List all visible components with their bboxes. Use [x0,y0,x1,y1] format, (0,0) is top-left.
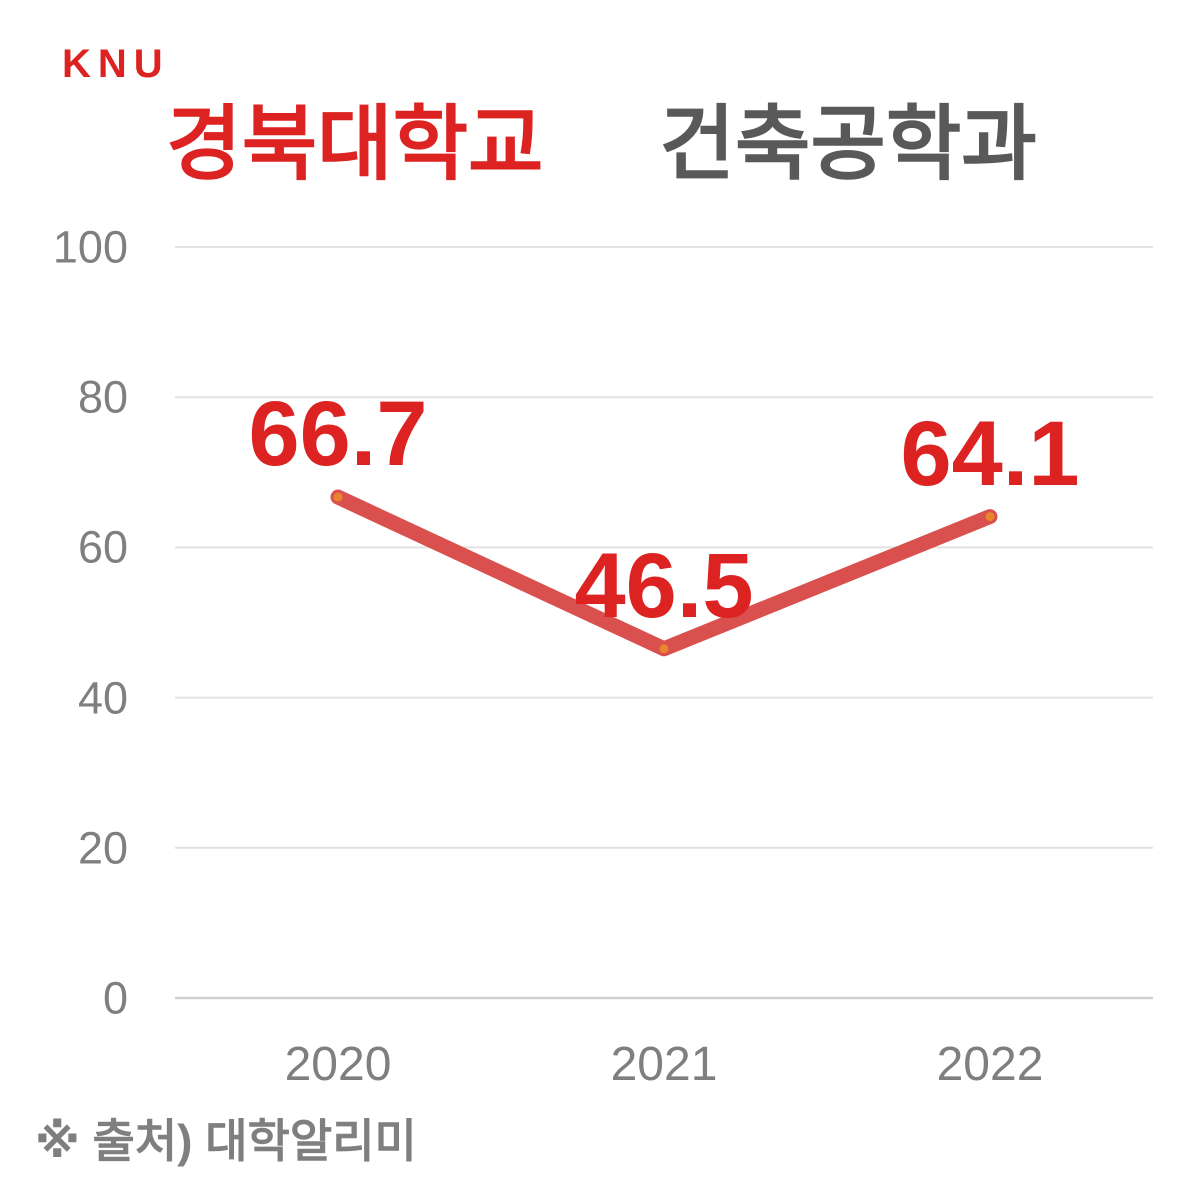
data-point-marker [333,492,343,502]
data-point-marker [985,512,995,522]
data-line [330,489,998,657]
source-note: ※ 출처) 대학알리미 [35,1115,417,1167]
title-university: 경북대학교 [166,99,544,190]
data-point-marker [659,644,669,654]
knu-logo: KNU [62,42,170,86]
page-title: 경북대학교 건축공학과 [0,94,1203,197]
title-department: 건축공학과 [659,99,1037,190]
